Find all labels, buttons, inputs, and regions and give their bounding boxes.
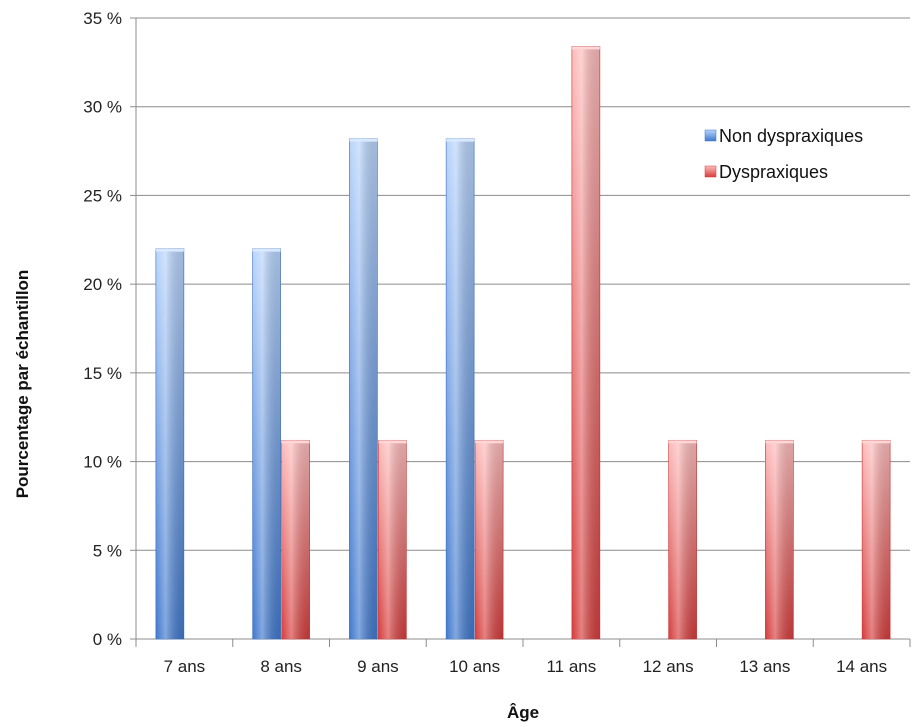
bar-shine — [155, 248, 184, 639]
bar-dyspraxiques-14-ans — [861, 439, 891, 640]
y-axis-title: Pourcentage par échantillon — [13, 270, 32, 499]
x-axis-title: Âge — [507, 703, 539, 722]
bar-shine — [349, 138, 378, 639]
y-tick-label-2: 10 % — [83, 453, 122, 472]
x-tick-label-6: 13 ans — [739, 657, 790, 676]
bar-cap — [349, 138, 378, 142]
bar-dyspraxiques-9-ans — [378, 439, 407, 640]
y-tick-label-0: 0 % — [93, 630, 122, 649]
x-tick-label-0: 7 ans — [164, 657, 206, 676]
legend-item-dyspraxiques: Dyspraxiques — [704, 162, 828, 182]
bar-cap — [862, 440, 891, 444]
bar-non-dyspraxiques-9-ans — [349, 138, 378, 640]
bar-cap — [446, 138, 475, 142]
bars — [155, 46, 891, 640]
bar-shine — [252, 248, 281, 639]
x-tick-label-5: 12 ans — [643, 657, 694, 676]
y-tick-label-6: 30 % — [83, 98, 122, 117]
bar-dyspraxiques-10-ans — [474, 439, 504, 640]
x-tick-label-7: 14 ans — [836, 657, 887, 676]
bar-dyspraxiques-11-ans — [571, 46, 601, 640]
bar-cap — [378, 440, 407, 444]
x-tick-label-1: 8 ans — [260, 657, 302, 676]
bar-non-dyspraxiques-7-ans — [155, 248, 185, 640]
bar-shine — [668, 440, 697, 639]
bar-shine — [862, 440, 891, 639]
y-tick-label-1: 5 % — [93, 541, 122, 560]
tick-labels: 0 % 5 % 10 % 15 % 20 % 25 % 30 % 35 % 7 ans 8 ans… — [83, 9, 887, 676]
bar-shine — [571, 46, 600, 640]
y-tick-label-7: 35 % — [83, 9, 122, 28]
bar-cap — [252, 248, 281, 252]
bar-shine — [281, 440, 310, 639]
bar-non-dyspraxiques-8-ans — [252, 248, 281, 640]
legend-item-non-dyspraxiques: Non dyspraxiques — [704, 126, 863, 146]
bar-cap — [475, 440, 504, 444]
legend-label-non-dyspraxiques: Non dyspraxiques — [719, 126, 863, 146]
y-tick-label-4: 20 % — [83, 275, 122, 294]
legend-swatch-red — [704, 165, 717, 178]
legend: Non dyspraxiques Dyspraxiques — [704, 126, 863, 182]
y-tick-label-5: 25 % — [83, 186, 122, 205]
bar-cap — [668, 440, 697, 444]
bar-dyspraxiques-12-ans — [668, 439, 697, 640]
bar-shine — [475, 440, 504, 639]
bar-shine — [378, 440, 407, 639]
bar-cap — [281, 440, 310, 444]
x-tick-label-3: 10 ans — [449, 657, 500, 676]
x-tick-label-2: 9 ans — [357, 657, 399, 676]
y-tick-label-3: 15 % — [83, 364, 122, 383]
bar-shine — [765, 440, 794, 639]
bar-dyspraxiques-13-ans — [765, 439, 794, 640]
bar-cap — [571, 46, 600, 50]
legend-swatch-blue — [704, 129, 717, 142]
bar-cap — [765, 440, 794, 444]
axes — [130, 17, 911, 647]
x-tick-label-4: 11 ans — [546, 657, 596, 676]
bar-shine — [446, 138, 475, 639]
legend-label-dyspraxiques: Dyspraxiques — [719, 162, 828, 182]
bar-non-dyspraxiques-10-ans — [445, 138, 475, 640]
bar-cap — [155, 248, 184, 252]
gridlines — [136, 17, 910, 640]
bar-dyspraxiques-8-ans — [281, 439, 310, 640]
